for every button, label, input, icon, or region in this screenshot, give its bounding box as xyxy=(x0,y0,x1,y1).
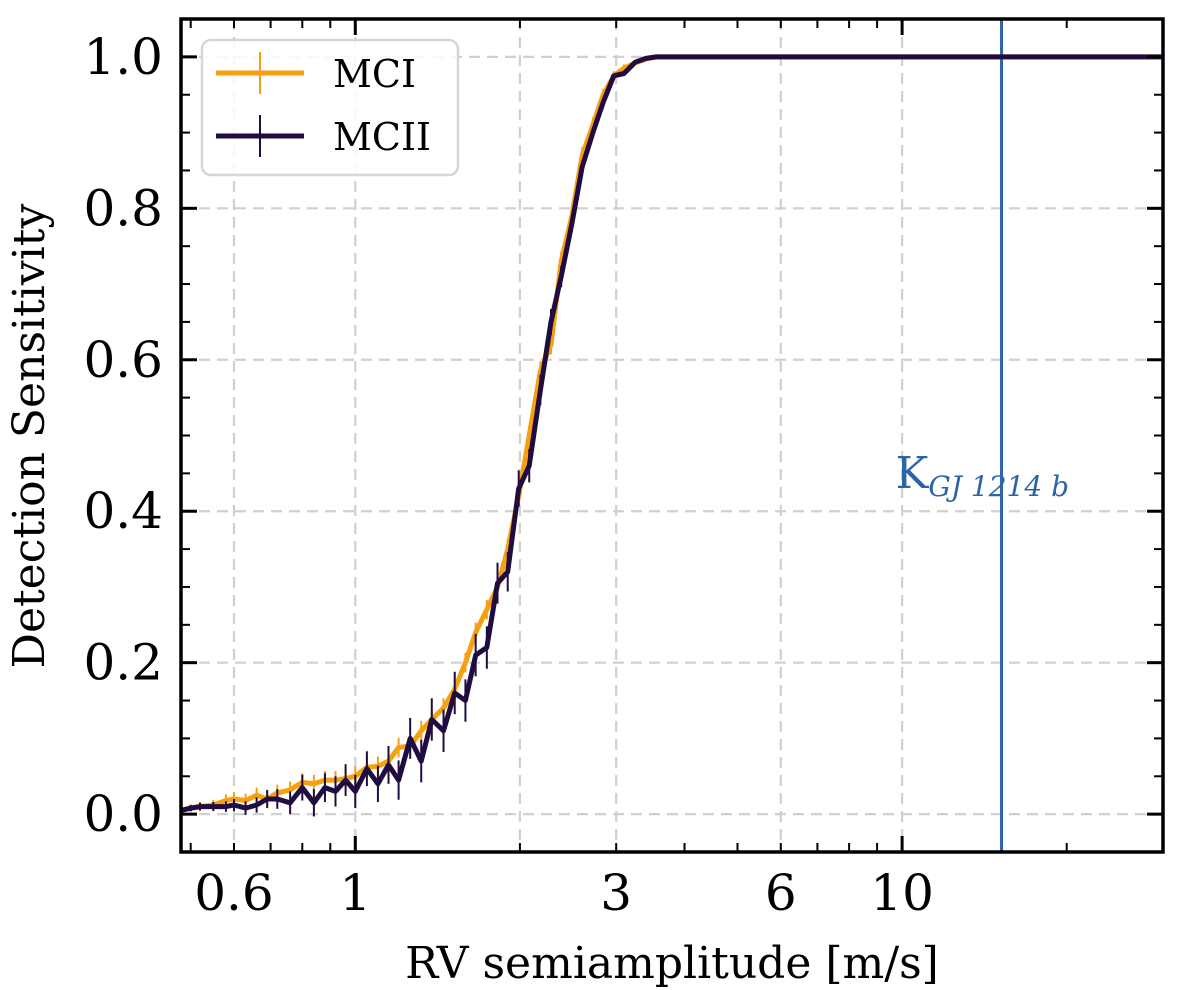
x-tick-label: 6 xyxy=(765,864,797,922)
legend: MCI MCII xyxy=(200,38,460,177)
y-tick-label: 0.6 xyxy=(83,331,163,389)
legend-label-mci: MCI xyxy=(333,52,416,96)
plot-frame xyxy=(179,17,1165,854)
x-tick-label: 3 xyxy=(600,864,632,922)
x-axis-title: RV semiamplitude [m/s] xyxy=(405,938,939,989)
series-line-mcii xyxy=(181,54,1163,813)
legend-label-mcii: MCII xyxy=(333,115,431,159)
kgj1214b-annotation-sub: GJ 1214 b xyxy=(928,470,1069,503)
x-tick-labels: 0.6 1 3 6 10 xyxy=(194,864,934,922)
series-group xyxy=(181,54,1163,817)
y-tick-label: 0.8 xyxy=(83,179,163,237)
y-axis-title: Detection Sensitivity xyxy=(4,204,55,669)
x-tick-label: 1 xyxy=(339,864,371,922)
y-tick-labels: 0.0 0.2 0.4 0.6 0.8 1.0 xyxy=(83,28,163,843)
kgj1214b-annotation: KGJ 1214 b xyxy=(896,448,1069,503)
y-tick-label: 0.0 xyxy=(83,785,163,843)
kgj1214b-annotation-main: K xyxy=(896,448,930,499)
series-mcii xyxy=(181,54,1163,817)
y-tick-label: 1.0 xyxy=(83,28,163,86)
y-tick-label: 0.4 xyxy=(83,482,163,540)
y-tick-label: 0.2 xyxy=(83,634,163,692)
x-tick-label: 10 xyxy=(870,864,934,922)
x-tick-label: 0.6 xyxy=(194,864,274,922)
